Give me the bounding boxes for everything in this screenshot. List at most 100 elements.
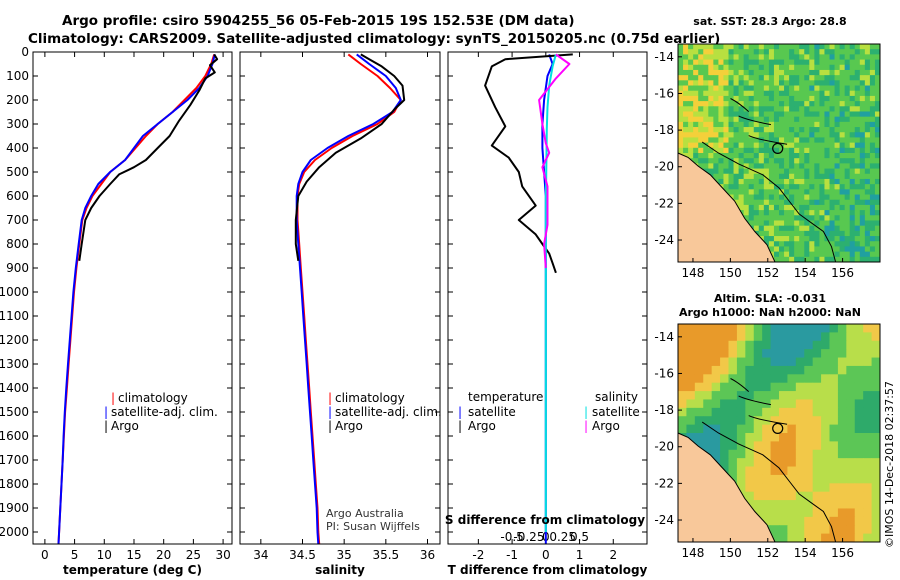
x-tick-label: 10 bbox=[97, 548, 112, 562]
sla-map-title: Altim. SLA: -0.031 bbox=[714, 292, 826, 305]
difference-legend: temperature | satellite | Argo salinity … bbox=[458, 390, 640, 433]
legend-satellite: satellite-adj. clim. bbox=[335, 405, 442, 419]
series-s-argo bbox=[538, 53, 571, 269]
lon-tick-label: 152 bbox=[756, 266, 779, 280]
lon-tick-label: 156 bbox=[831, 546, 854, 560]
salinity-legend: | climatology | satellite-adj. clim. | A… bbox=[328, 391, 442, 433]
depth-tick-label: 200 bbox=[6, 93, 29, 107]
reef-outline bbox=[748, 415, 788, 425]
lat-tick-label: -14 bbox=[654, 330, 674, 344]
x-tick-label: 35 bbox=[337, 548, 352, 562]
float-position-marker bbox=[772, 142, 784, 154]
sst_map-frame bbox=[677, 43, 881, 263]
lon-tick-label: 152 bbox=[756, 546, 779, 560]
title-line-1: Argo profile: csiro 5904255_56 05-Feb-20… bbox=[62, 13, 575, 29]
depth-tick-label: 500 bbox=[6, 165, 29, 179]
salinity-x-label: salinity bbox=[315, 563, 365, 577]
legend-climatology: climatology bbox=[335, 391, 405, 405]
salinity-frame bbox=[239, 51, 441, 545]
x-tick-label: -1 bbox=[506, 548, 518, 562]
depth-tick-label: 800 bbox=[6, 237, 29, 251]
svg-text:|: | bbox=[104, 419, 108, 433]
x-tick-label: 35.5 bbox=[372, 548, 399, 562]
depth-tick-label: 400 bbox=[6, 141, 29, 155]
lat-tick-label: -16 bbox=[654, 366, 674, 380]
svg-text:|: | bbox=[458, 405, 462, 419]
lon-tick-label: 148 bbox=[682, 546, 705, 560]
legend-satellite: satellite-adj. clim. bbox=[111, 405, 218, 419]
depth-tick-label: 1900 bbox=[0, 501, 29, 515]
series-argo bbox=[294, 53, 406, 261]
series-climatology bbox=[57, 54, 216, 545]
lon-tick-label: 154 bbox=[794, 546, 817, 560]
s-tick-label: 0.25 bbox=[549, 530, 576, 544]
legend-t-satellite: satellite bbox=[468, 405, 516, 419]
depth-tick-label: 1800 bbox=[0, 477, 29, 491]
lat-tick-label: -22 bbox=[654, 476, 674, 490]
depth-tick-label: 700 bbox=[6, 213, 29, 227]
lat-tick-label: -20 bbox=[654, 440, 674, 454]
x-tick-label: 30 bbox=[215, 548, 230, 562]
svg-text:|: | bbox=[104, 405, 108, 419]
lat-tick-label: -24 bbox=[654, 513, 674, 527]
lat-tick-label: -16 bbox=[654, 86, 674, 100]
imos-stamp: ©IMOS 14-Dec-2018 02:37:57 bbox=[883, 381, 896, 548]
lon-tick-label: 156 bbox=[831, 266, 854, 280]
bathymetry-contour bbox=[701, 421, 837, 543]
lon-tick-label: 148 bbox=[682, 266, 705, 280]
temperature-frame bbox=[32, 51, 233, 545]
legend-title-salinity: salinity bbox=[595, 390, 638, 404]
reef-outline bbox=[748, 135, 788, 145]
series-s-satellite bbox=[544, 54, 557, 532]
legend-title-temperature: temperature bbox=[468, 390, 543, 404]
depth-tick-label: 1400 bbox=[0, 381, 29, 395]
x-tick-label: 34.5 bbox=[289, 548, 316, 562]
title-line-2: Climatology: CARS2009. Satellite-adjuste… bbox=[28, 31, 720, 47]
x-tick-label: 0 bbox=[41, 548, 49, 562]
credit-line-2: PI: Susan Wijffels bbox=[326, 520, 420, 533]
svg-text:|: | bbox=[328, 391, 332, 405]
reef-outline bbox=[738, 395, 772, 406]
lat-tick-label: -20 bbox=[654, 160, 674, 174]
differences-panel: -2 -1 0 1 2-0.5-0.250 0.250.5T difference fro… bbox=[447, 51, 648, 577]
depth-tick-label: 1200 bbox=[0, 333, 29, 347]
reef-outline bbox=[730, 98, 750, 112]
svg-text:|: | bbox=[584, 405, 588, 419]
float-position-marker bbox=[772, 422, 784, 434]
temperature-x-label: temperature (deg C) bbox=[63, 563, 202, 577]
lat-tick-label: -14 bbox=[654, 50, 674, 64]
lon-tick-label: 154 bbox=[794, 266, 817, 280]
series-satellite-adj-clim- bbox=[295, 53, 402, 545]
salinity-panel: 34 34.5 35 35.5 36 salinity bbox=[239, 51, 441, 577]
differences-frame bbox=[447, 51, 648, 545]
s-tick-label: -0.25 bbox=[513, 530, 544, 544]
legend-argo: Argo bbox=[335, 419, 363, 433]
reef-outline bbox=[730, 378, 750, 392]
x-tick-label: 0 bbox=[542, 548, 550, 562]
x-tick-label: 25 bbox=[186, 548, 201, 562]
s-tick-label: -0.5 bbox=[500, 530, 523, 544]
legend-argo: Argo bbox=[111, 419, 139, 433]
x-tick-label: 20 bbox=[156, 548, 171, 562]
series-satellite-adj-clim- bbox=[57, 54, 216, 545]
depth-tick-label: 900 bbox=[6, 261, 29, 275]
lat-tick-label: -22 bbox=[654, 196, 674, 210]
svg-text:|: | bbox=[111, 391, 115, 405]
lon-tick-label: 150 bbox=[719, 546, 742, 560]
sla-map-subtitle: Argo h1000: NaN h2000: NaN bbox=[679, 306, 861, 319]
temperature-panel: 0100200300400500600700800900100011001200… bbox=[0, 45, 233, 577]
series-climatology bbox=[296, 53, 402, 545]
sst_map-panel: 148 150 152 154 156 -14 -16 -18 -20 -22 -24 bbox=[654, 43, 881, 280]
depth-tick-label: 2000 bbox=[0, 525, 29, 539]
lon-tick-label: 150 bbox=[719, 266, 742, 280]
depth-tick-label: 1300 bbox=[0, 357, 29, 371]
svg-text:|: | bbox=[458, 419, 462, 433]
series-t-argo bbox=[484, 53, 573, 274]
depth-tick-label: 100 bbox=[6, 69, 29, 83]
lat-tick-label: -24 bbox=[654, 233, 674, 247]
sla_map-frame bbox=[677, 323, 881, 543]
depth-tick-label: 0 bbox=[21, 45, 29, 59]
s-difference-axis-label: S difference from climatology bbox=[445, 513, 645, 527]
legend-t-argo: Argo bbox=[468, 419, 496, 433]
depth-tick-label: 1100 bbox=[0, 309, 29, 323]
